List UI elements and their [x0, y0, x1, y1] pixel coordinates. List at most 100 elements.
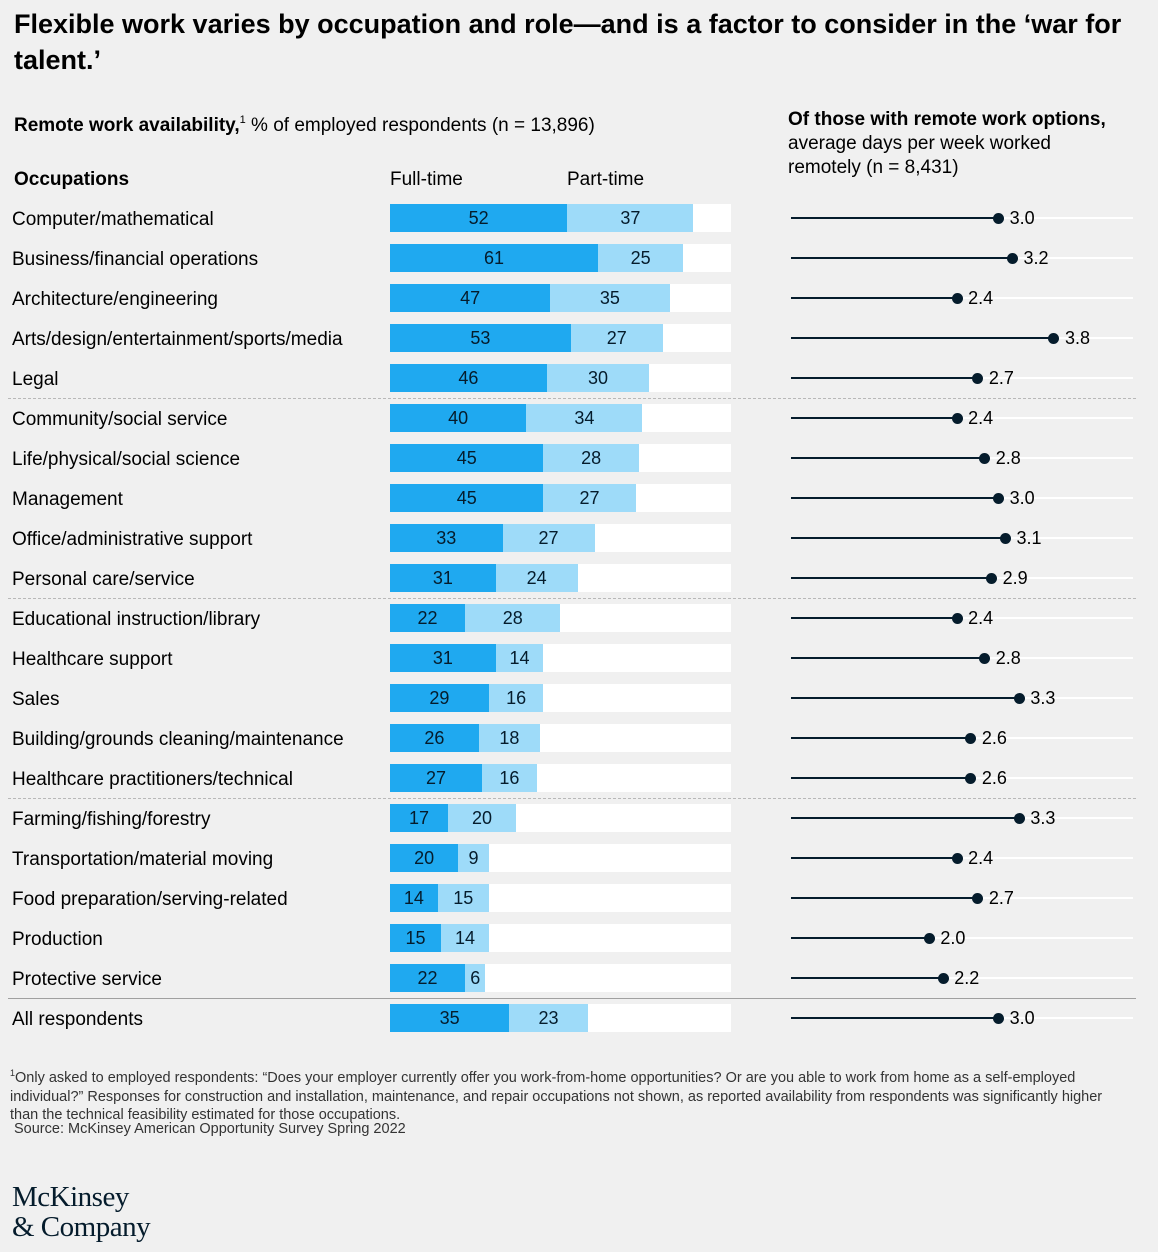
remote-days-dot	[923, 932, 935, 944]
occupation-label: Protective service	[12, 969, 162, 990]
track-line	[1019, 817, 1133, 819]
remote-days-dot	[993, 212, 1005, 224]
track-line	[970, 737, 1133, 739]
occupation-label: Arts/design/entertainment/sports/media	[12, 329, 343, 350]
bar-track: 52 37	[390, 204, 731, 232]
remote-days-line	[791, 377, 978, 379]
remote-days-value: 3.8	[1064, 328, 1090, 348]
remote-days-value: 3.0	[1009, 1008, 1035, 1028]
part-time-header: Part-time	[567, 169, 645, 190]
remote-days-dot	[951, 292, 963, 304]
remote-days-line	[791, 1017, 999, 1019]
full-time-bar: 47	[390, 284, 551, 312]
part-time-bar: 35	[550, 284, 670, 312]
footnote-text: Only asked to employed respondents: “Doe…	[10, 1070, 1103, 1123]
remote-days-line	[791, 977, 944, 979]
bar-track: 35 23	[390, 1004, 731, 1032]
part-time-bar: 34	[526, 404, 643, 432]
bar-track: 22 6	[390, 964, 731, 992]
remote-days-dot	[979, 452, 991, 464]
track-line	[943, 977, 1133, 979]
remote-days-dot	[951, 612, 963, 624]
full-time-bar: 22	[390, 964, 466, 992]
part-time-bar: 6	[465, 964, 486, 992]
bar-track: 17 20	[390, 804, 731, 832]
remote-days-dot	[951, 412, 963, 424]
group-separator	[8, 998, 1136, 999]
bar-track: 45 27	[390, 484, 731, 512]
remote-days-dot	[972, 892, 984, 904]
remote-days-dot	[1000, 532, 1012, 544]
bar-track: 22 28	[390, 604, 731, 632]
bar-track: 46 30	[390, 364, 731, 392]
part-time-bar: 20	[447, 804, 517, 832]
remote-days-value: 2.6	[981, 768, 1007, 788]
remote-days-line	[791, 697, 1020, 699]
part-time-bar: 14	[441, 924, 489, 952]
occupation-label: Management	[12, 489, 123, 510]
remote-days-line	[791, 497, 999, 499]
full-time-bar: 20	[390, 844, 459, 872]
track-line	[957, 617, 1133, 619]
track-line	[984, 657, 1133, 659]
group-separator	[8, 798, 1136, 799]
left-subtitle-rest: % of employed respondents (n = 13,896)	[245, 115, 595, 136]
remote-days-line	[791, 857, 958, 859]
source-note: Source: McKinsey American Opportunity Su…	[14, 1121, 406, 1137]
remote-days-dot	[951, 852, 963, 864]
remote-days-line	[791, 777, 971, 779]
full-time-header: Full-time	[390, 169, 463, 190]
remote-days-value: 2.4	[968, 408, 994, 428]
remote-days-dot	[1013, 812, 1025, 824]
remote-days-value: 3.0	[1009, 208, 1035, 228]
occupation-label: Computer/mathematical	[12, 209, 214, 230]
footnote-number: 1	[10, 1068, 16, 1078]
track-line	[998, 497, 1133, 499]
bar-track: 15 14	[390, 924, 731, 952]
occupation-label: Architecture/engineering	[12, 289, 218, 310]
bar-track: 31 24	[390, 564, 731, 592]
occupation-label: Legal	[12, 369, 59, 390]
remote-days-dot	[965, 772, 977, 784]
full-time-bar: 15	[390, 924, 442, 952]
remote-days-dot	[986, 572, 998, 584]
full-time-bar: 22	[390, 604, 466, 632]
full-time-bar: 45	[390, 484, 544, 512]
part-time-bar: 23	[509, 1004, 588, 1032]
remote-days-value: 2.8	[995, 448, 1021, 468]
bar-track: 29 16	[390, 684, 731, 712]
remote-days-dot	[1048, 332, 1060, 344]
occupation-label: Transportation/material moving	[12, 849, 274, 870]
remote-days-value: 2.8	[995, 648, 1021, 668]
track-line	[957, 417, 1133, 419]
occupation-label: Production	[12, 929, 103, 950]
left-subtitle: Remote work availability,1 % of employed…	[14, 108, 595, 138]
occupation-label: Personal care/service	[12, 569, 195, 590]
track-line	[1005, 537, 1133, 539]
footnote-marker: 1	[239, 114, 246, 126]
bar-track: 20 9	[390, 844, 731, 872]
full-time-bar: 53	[390, 324, 571, 352]
footnote: 1Only asked to employed respondents: “Do…	[10, 1064, 1120, 1125]
bar-track: 40 34	[390, 404, 731, 432]
remote-days-line	[791, 617, 958, 619]
remote-days-value: 2.0	[940, 928, 966, 948]
remote-days-line	[791, 937, 930, 939]
remote-days-line	[791, 217, 999, 219]
right-subtitle-rest: average days per week worked remotely (n…	[788, 133, 1051, 178]
chart-title: Flexible work varies by occupation and r…	[14, 9, 1122, 75]
part-time-bar: 24	[495, 564, 578, 592]
full-time-bar: 33	[390, 524, 503, 552]
remote-days-value: 3.3	[1030, 808, 1056, 828]
part-time-bar: 27	[502, 524, 595, 552]
group-separator	[8, 598, 1136, 599]
remote-days-value: 3.1	[1016, 528, 1042, 548]
remote-days-line	[791, 457, 985, 459]
remote-days-value: 2.7	[988, 888, 1014, 908]
track-line	[984, 457, 1133, 459]
part-time-bar: 30	[546, 364, 650, 392]
remote-days-line	[791, 257, 1013, 259]
part-time-bar: 16	[482, 764, 537, 792]
full-time-bar: 17	[390, 804, 448, 832]
